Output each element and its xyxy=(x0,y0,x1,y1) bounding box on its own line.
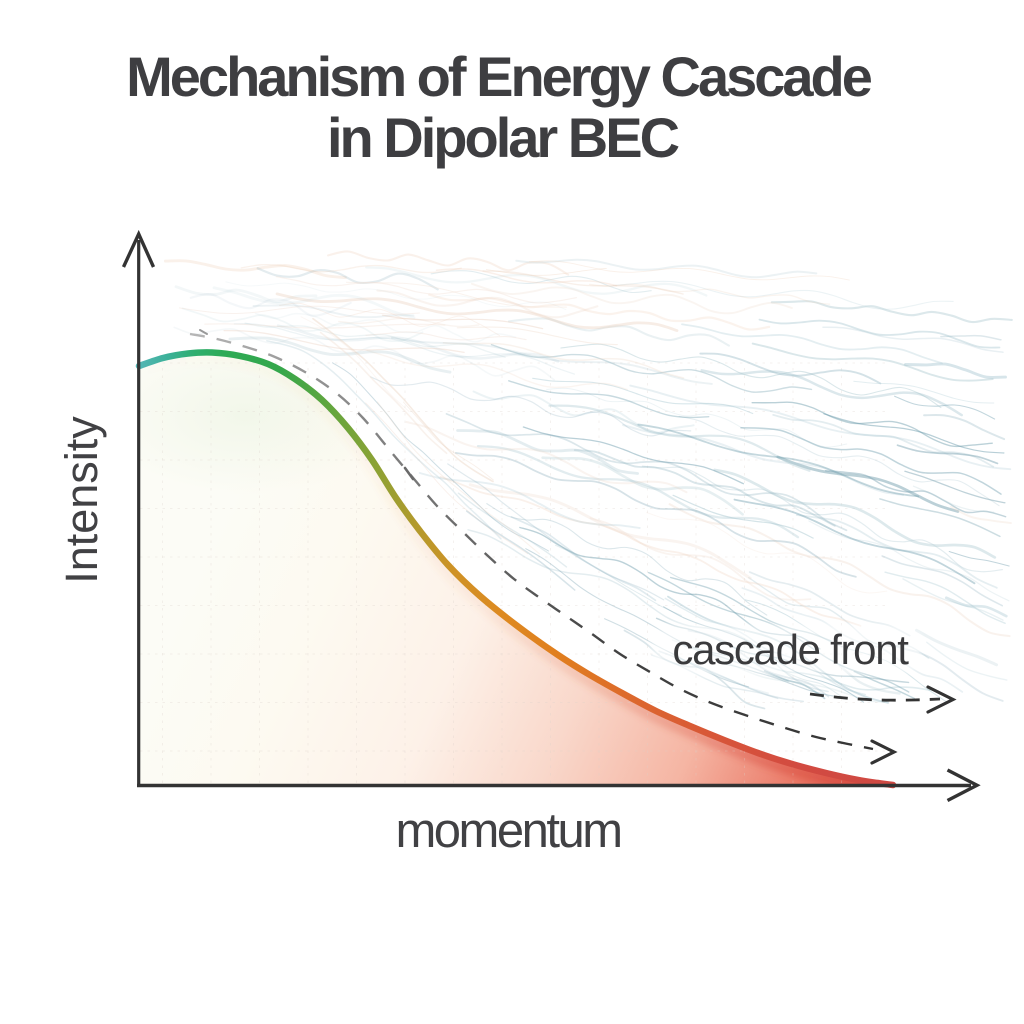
svg-text:cascade front: cascade front xyxy=(672,626,909,673)
svg-text:in Dipolar BEC: in Dipolar BEC xyxy=(327,106,679,169)
svg-text:Mechanism of Energy Cascade: Mechanism of Energy Cascade xyxy=(126,45,872,108)
svg-text:momentum: momentum xyxy=(395,804,620,858)
svg-text:Intensity: Intensity xyxy=(56,416,107,584)
